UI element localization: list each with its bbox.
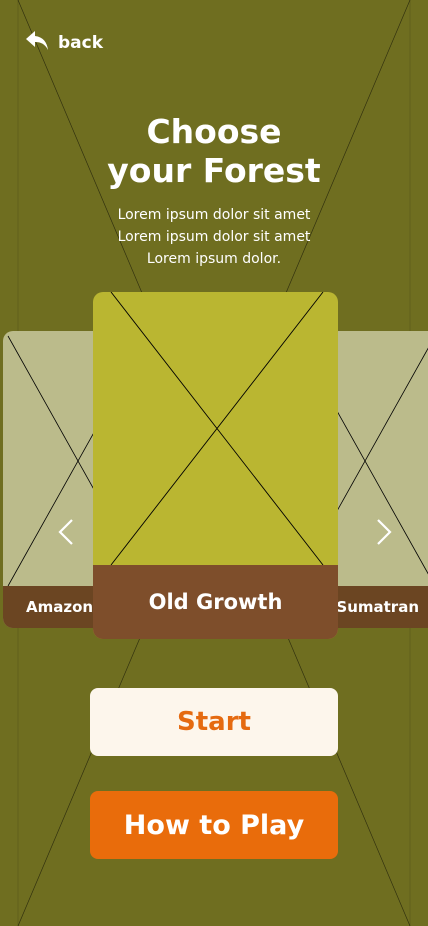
description-line: Lorem ipsum dolor sit amet <box>117 229 311 245</box>
card-label: Old Growth <box>93 565 338 639</box>
start-button[interactable]: Start <box>90 688 338 756</box>
how-to-play-button[interactable]: How to Play <box>90 791 338 859</box>
back-label: back <box>58 33 104 53</box>
description-line: Lorem ipsum dolor. <box>146 251 282 267</box>
title-line: your Forest <box>107 151 321 190</box>
page-title: Choose your Forest <box>0 112 428 190</box>
carousel-next-button[interactable] <box>369 512 399 552</box>
description-line: Lorem ipsum dolor sit amet <box>117 207 311 223</box>
back-button[interactable]: back <box>24 28 103 58</box>
title-line: Choose <box>146 112 282 151</box>
forest-card-old-growth[interactable]: Old Growth <box>93 292 338 639</box>
back-arrow-icon <box>24 28 50 58</box>
page-description: Lorem ipsum dolor sit amet Lorem ipsum d… <box>0 204 428 270</box>
image-placeholder <box>110 292 324 566</box>
chevron-left-icon <box>58 519 73 545</box>
chevron-right-icon <box>377 519 392 545</box>
carousel-prev-button[interactable] <box>52 512 82 552</box>
